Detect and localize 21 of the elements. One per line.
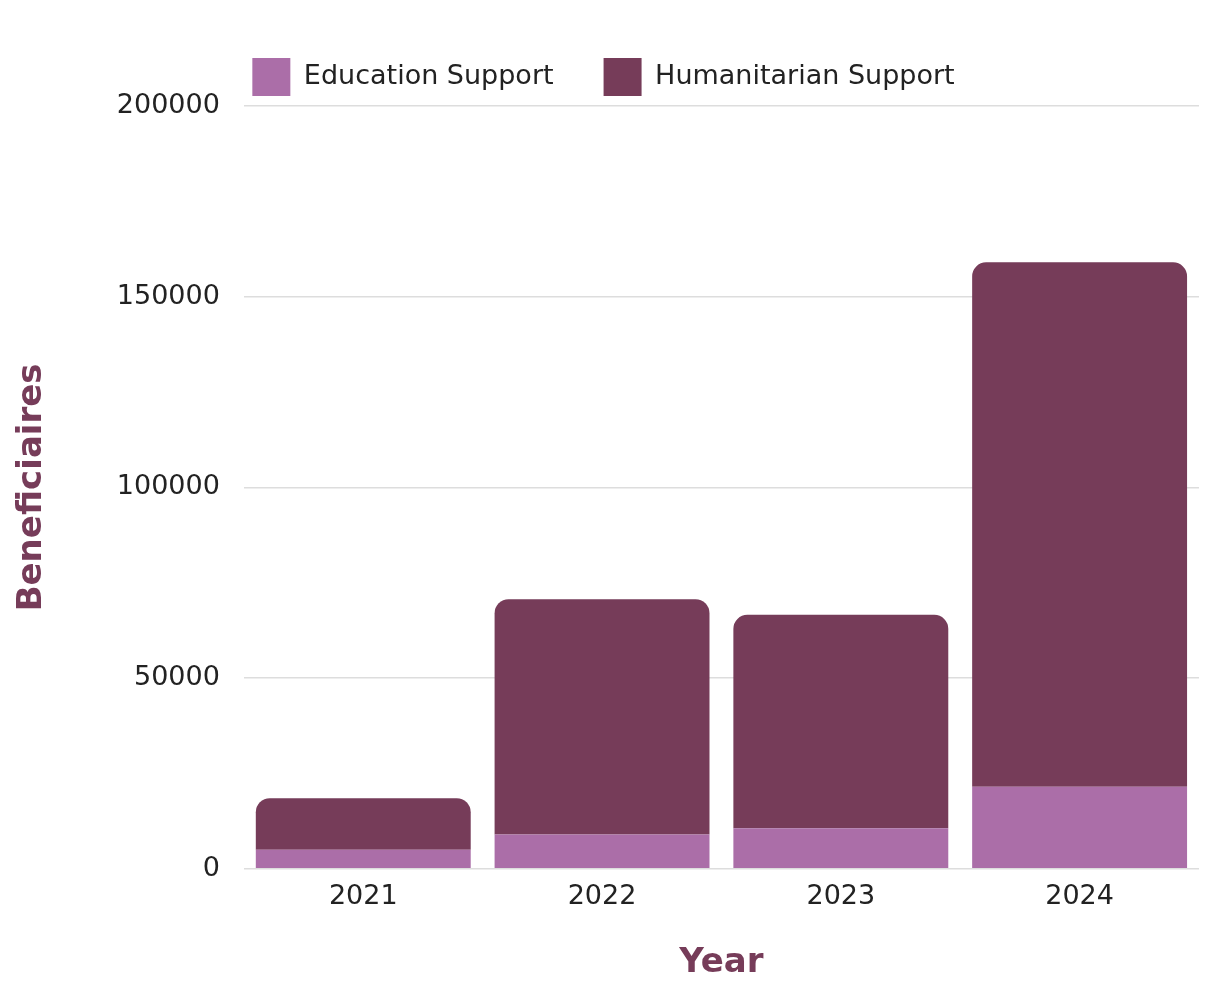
y-axis-title: Beneficiaires — [9, 363, 50, 612]
bar — [255, 849, 471, 869]
x-tick-label: 2024 — [1045, 879, 1114, 911]
bar — [972, 262, 1188, 787]
y-tick-label: 100000 — [116, 469, 220, 501]
x-tick-label: 2021 — [328, 879, 398, 911]
x-tick-label: 2023 — [806, 879, 876, 911]
bar — [733, 614, 949, 829]
y-tick-label: 0 — [202, 850, 220, 882]
legend-label: Humanitarian Support — [655, 59, 955, 91]
legend-label: Education Support — [303, 59, 554, 91]
bar — [972, 786, 1188, 869]
bar — [494, 599, 710, 835]
x-axis-title: Year — [678, 940, 764, 981]
y-tick-label: 150000 — [116, 278, 220, 310]
x-tick-label: 2022 — [567, 879, 637, 911]
y-tick-label: 50000 — [133, 660, 220, 692]
bar — [733, 828, 949, 869]
bar — [494, 834, 710, 869]
bar — [255, 798, 471, 850]
y-tick-label: 200000 — [116, 88, 220, 120]
